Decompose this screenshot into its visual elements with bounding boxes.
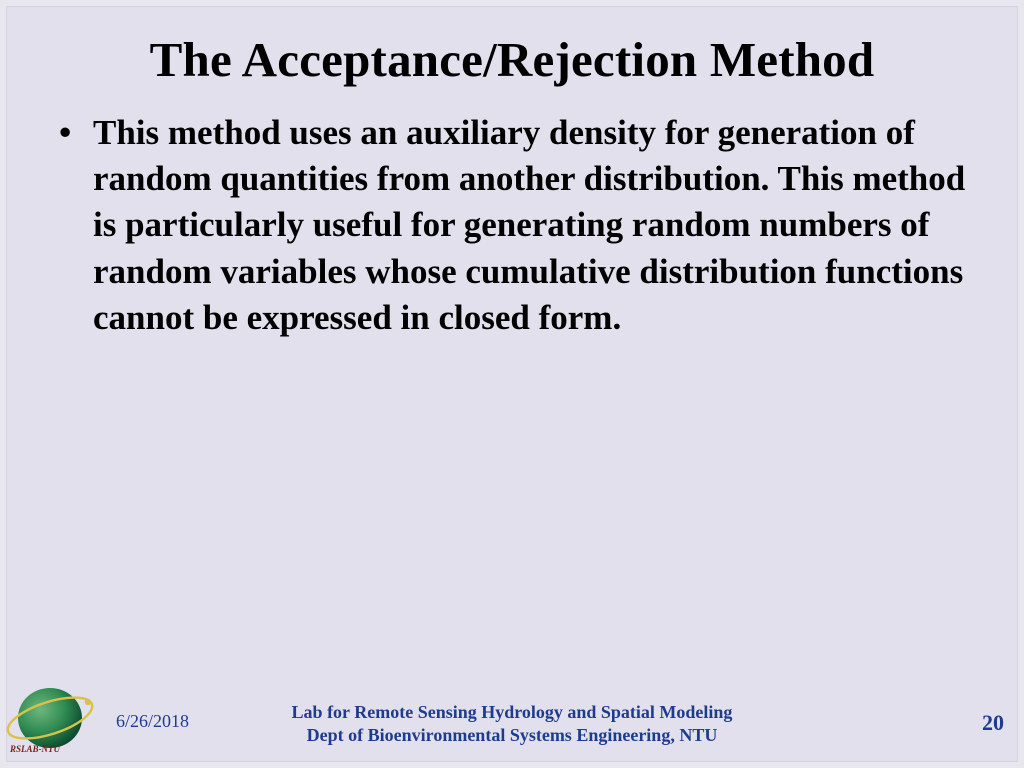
slide-body: The Acceptance/Rejection Method This met… [6, 6, 1018, 762]
page-number: 20 [982, 710, 1004, 736]
bullet-item: This method uses an auxiliary density fo… [93, 110, 975, 341]
slide-footer: RSLAB-NTU 6/26/2018 Lab for Remote Sensi… [0, 698, 1024, 758]
bullet-list: This method uses an auxiliary density fo… [49, 110, 975, 341]
lab-affiliation: Lab for Remote Sensing Hydrology and Spa… [0, 701, 1024, 746]
lab-line-2: Dept of Bioenvironmental Systems Enginee… [0, 724, 1024, 747]
lab-line-1: Lab for Remote Sensing Hydrology and Spa… [0, 701, 1024, 724]
slide-title: The Acceptance/Rejection Method [49, 31, 975, 88]
